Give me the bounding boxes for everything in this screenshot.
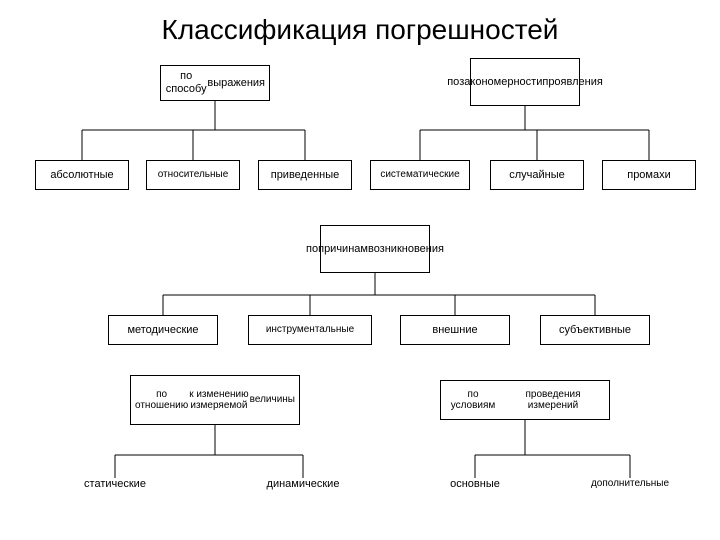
- node-c31: методические: [108, 315, 218, 345]
- node-c33: внешние: [400, 315, 510, 345]
- node-c23: промахи: [602, 160, 696, 190]
- node-c11: абсолютные: [35, 160, 129, 190]
- diagram-title: Классификация погрешностей: [0, 14, 720, 46]
- node-c32: инструментальные: [248, 315, 372, 345]
- node-c34: субъективные: [540, 315, 650, 345]
- node-n4: по отношениюк изменению измеряемойвеличи…: [130, 375, 300, 425]
- node-c21: систематические: [370, 160, 470, 190]
- node-l42: динамические: [248, 478, 358, 491]
- node-n1: по способувыражения: [160, 65, 270, 101]
- node-n5: по условиямпроведения измерений: [440, 380, 610, 420]
- node-l51: основные: [420, 478, 530, 491]
- node-c13: приведенные: [258, 160, 352, 190]
- node-n3: попричинамвозникновения: [320, 225, 430, 273]
- node-c22: случайные: [490, 160, 584, 190]
- node-l52: дополнительные: [570, 478, 690, 490]
- node-l41: статические: [60, 478, 170, 491]
- node-c12: относительные: [146, 160, 240, 190]
- node-n2: позакономерностипроявления: [470, 58, 580, 106]
